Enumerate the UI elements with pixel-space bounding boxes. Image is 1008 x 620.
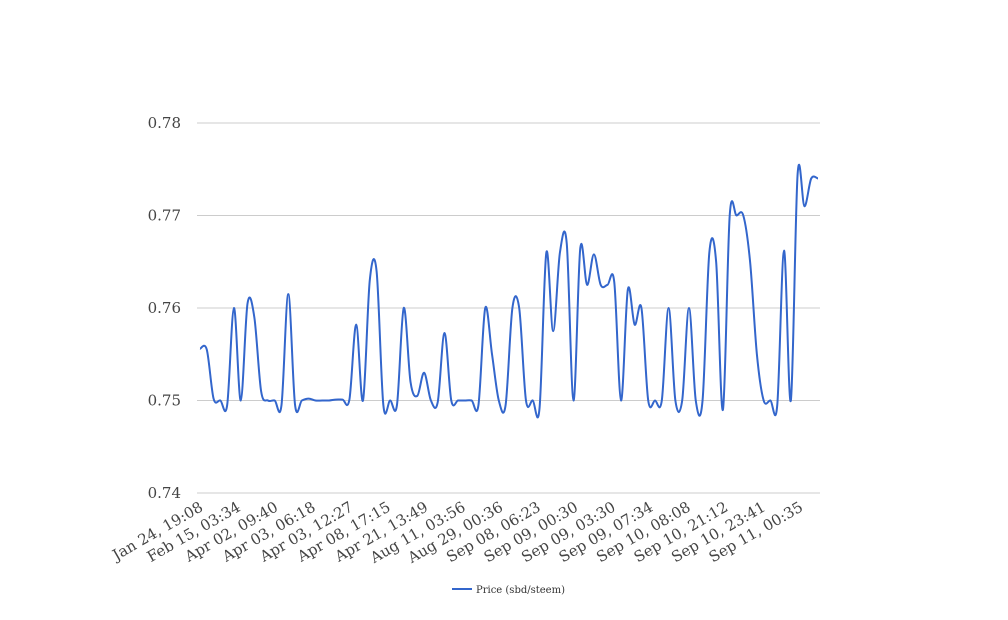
y-tick-label: 0.74 bbox=[148, 484, 181, 502]
y-tick-label: 0.76 bbox=[148, 299, 181, 317]
legend: Price (sbd/steem) bbox=[452, 585, 565, 596]
y-tick-label: 0.75 bbox=[148, 392, 181, 410]
y-tick-label: 0.77 bbox=[148, 207, 181, 225]
series-line-price bbox=[199, 163, 819, 419]
y-tick-label: 0.78 bbox=[148, 114, 181, 132]
legend-label: Price (sbd/steem) bbox=[476, 585, 565, 596]
series-group bbox=[199, 163, 819, 419]
y-axis: 0.74 0.75 0.76 0.77 0.78 bbox=[148, 114, 181, 502]
